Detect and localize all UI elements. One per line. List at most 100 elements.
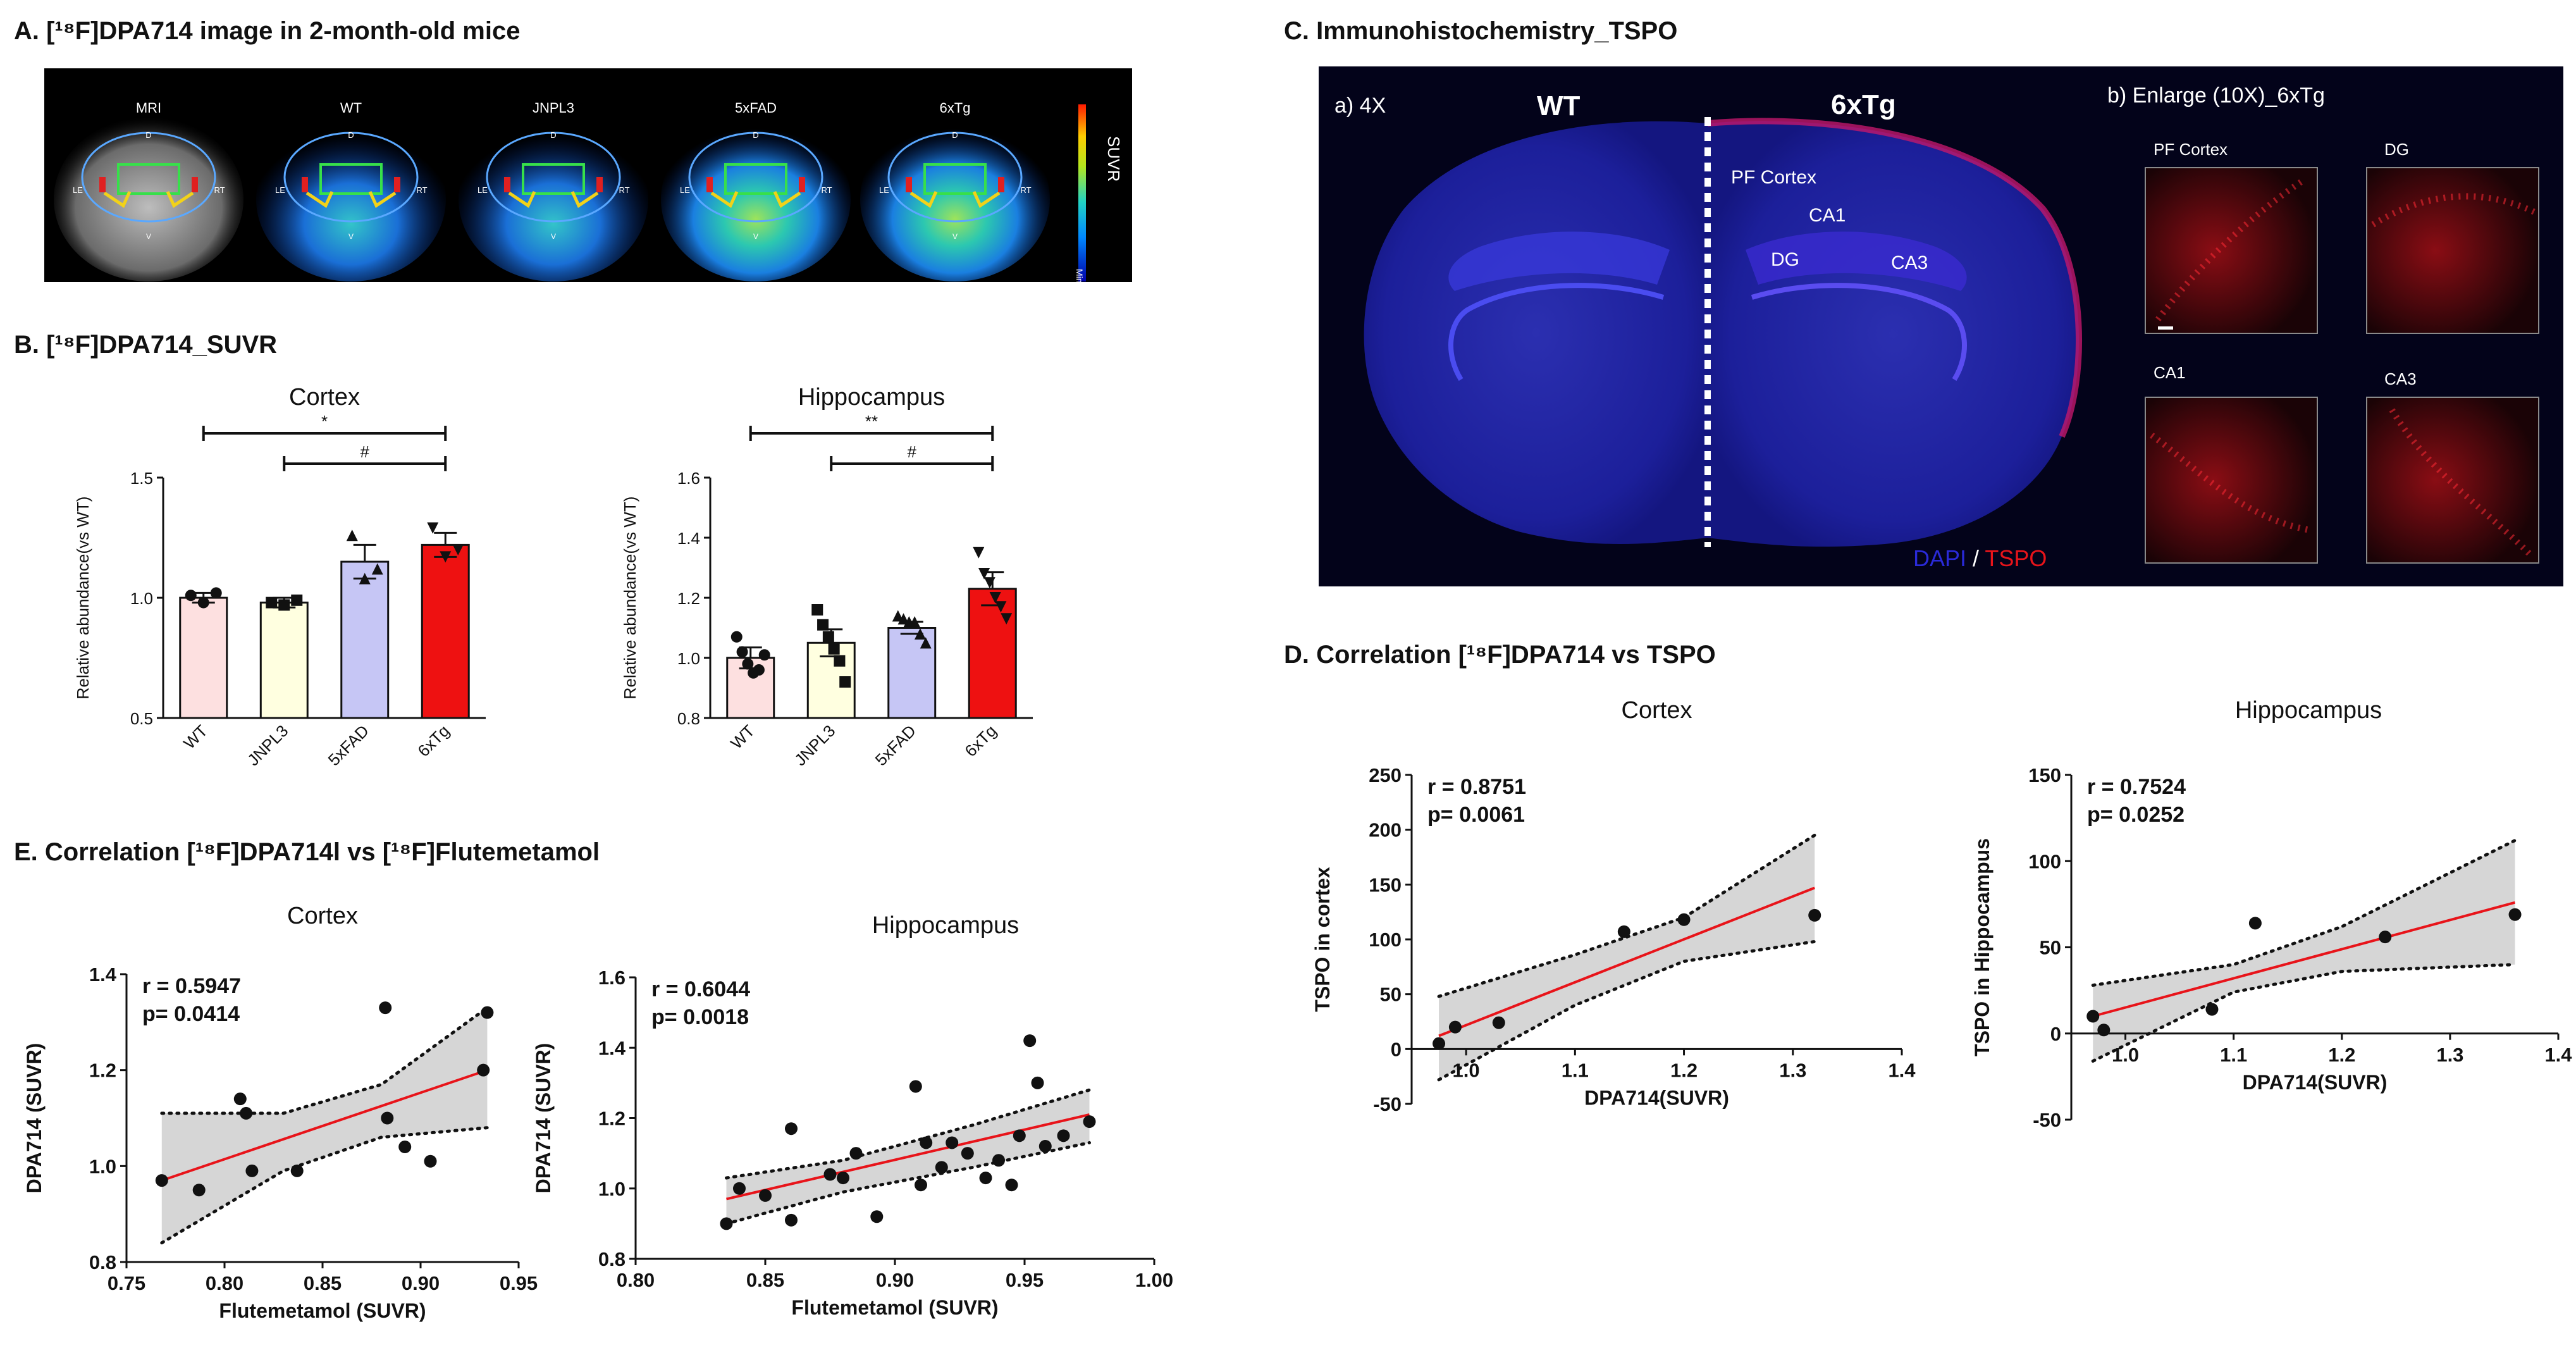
region-ca3: CA3 — [1891, 252, 1928, 273]
pet-roi-cortex-2 — [508, 190, 599, 208]
x-tick-label-3: 1.3 — [1779, 1059, 1806, 1081]
panel-c-title: C. Immunohistochemistry_TSPO — [1284, 17, 1677, 45]
ihc-wt-label: WT — [1537, 90, 1581, 121]
x-tick-label-4: 0.95 — [500, 1272, 538, 1294]
region-pf-cortex: PF Cortex — [1731, 167, 1816, 188]
chart-title: Hippocampus — [872, 912, 1019, 939]
data-point-2 — [1492, 1016, 1505, 1029]
point-6xTg-0 — [427, 522, 439, 534]
tg-hippocampus-arc — [1751, 283, 1967, 381]
y-tick-label-6: 250 — [1369, 764, 1402, 786]
point-WT-4 — [753, 664, 765, 676]
pet-hemi-right-2: RT — [619, 185, 629, 195]
pet-mark-top-3: D — [753, 130, 758, 140]
sig-label-0: * — [321, 412, 328, 431]
regression-line — [726, 1113, 1090, 1201]
y-tick-label-1: 0 — [2050, 1023, 2061, 1045]
pet-roi-hippocampus-3 — [724, 163, 787, 195]
x-tick-label-4: 1.4 — [2544, 1044, 2572, 1066]
bar-6xTg — [421, 543, 470, 719]
tile-label-3: CA3 — [2384, 369, 2417, 388]
tile-0 — [2145, 167, 2318, 334]
data-point-1 — [733, 1182, 746, 1195]
x-axis-label: DPA714(SUVR) — [1584, 1086, 1729, 1109]
data-point-2 — [2205, 1003, 2219, 1016]
x-tick-JNPL3: JNPL3 — [791, 721, 839, 769]
point-WT-0 — [185, 590, 197, 602]
data-point-7 — [849, 1147, 863, 1160]
point-5xFAD-1 — [359, 572, 371, 585]
pet-roi-cortex-0 — [103, 190, 194, 208]
tile-label-1: DG — [2384, 140, 2409, 159]
enlarged-tiles: PF Cortex DG CA1 CA3 — [2145, 140, 2539, 564]
tile-1 — [2366, 167, 2539, 334]
stain-dapi: DAPI — [1913, 545, 1966, 571]
point-WT-5 — [758, 649, 770, 661]
tile-2 — [2145, 397, 2318, 564]
regression-line — [1438, 886, 1815, 1037]
x-tick-WT: WT — [180, 721, 211, 753]
band-upper-line — [2091, 839, 2517, 987]
data-point-2 — [233, 1092, 247, 1106]
pet-roi-left-3 — [706, 177, 713, 192]
x-tick-label-2: 1.2 — [1670, 1059, 1698, 1081]
scatter-d-cortex: Cortex -50 0 50 100 150 200 250 1.0 1.1 1.2 1.3 1.4 D… — [1311, 697, 1916, 1115]
data-point-0 — [720, 1217, 733, 1230]
chart-title: Hippocampus — [798, 384, 945, 411]
x-tick-label-0: 1.0 — [1453, 1059, 1480, 1081]
data-point-4 — [1677, 913, 1691, 926]
sig-label-1: # — [908, 442, 917, 461]
pet-roi-cortex-3 — [710, 190, 801, 208]
pet-outline-0 — [81, 132, 216, 223]
pet-roi-right-3 — [799, 177, 805, 192]
pet-roi-hippocampus-0 — [117, 163, 180, 195]
pet-hemi-right-0: RT — [214, 185, 225, 195]
point-WT-0 — [730, 631, 743, 643]
y-axis-label: TSPO in Hippocampus — [1971, 838, 1994, 1056]
pet-outline-1 — [283, 132, 419, 223]
bar-JNPL3 — [259, 602, 309, 719]
wt-hippocampus-arc — [1448, 283, 1665, 381]
x-tick-5xFAD: 5xFAD — [872, 721, 920, 769]
pet-mark-top-1: D — [348, 130, 354, 140]
pet-hemi-right-4: RT — [1020, 185, 1031, 195]
pet-roi-right-2 — [596, 177, 603, 192]
x-tick-6xTg: 6xTg — [961, 721, 1000, 760]
band-upper-line — [1437, 833, 1816, 998]
data-point-10 — [477, 1063, 490, 1077]
tile-label-2: CA1 — [2154, 363, 2186, 382]
pet-roi-left-2 — [504, 177, 510, 192]
y-tick-label-2: 1.2 — [598, 1108, 626, 1130]
point-6xTg-4 — [995, 601, 1007, 613]
r-value: r = 0.7524 — [2087, 775, 2186, 799]
y-tick-label-0: 0.8 — [677, 709, 700, 728]
region-ca1: CA1 — [1809, 205, 1846, 226]
x-tick-label-3: 1.3 — [2436, 1044, 2463, 1066]
bar-chart-cortex: Cortex 0.5 1.0 1.5 Relative abundance(vs WT)… — [73, 384, 486, 769]
chart-title: Hippocampus — [2235, 697, 2382, 724]
pet-scan-2 — [459, 117, 648, 282]
y-tick-label-1: 1.0 — [130, 589, 153, 608]
x-tick-label-3: 0.95 — [1006, 1269, 1044, 1291]
pet-scan-4 — [860, 117, 1050, 282]
scatter-d-hippocampus: Hippocampus -50 0 50 100 150 1.0 1.1 1.2 1.3 1.4 DP… — [1971, 697, 2572, 1131]
bar-WT — [179, 597, 228, 719]
data-point-21 — [1038, 1140, 1052, 1153]
data-point-2 — [759, 1189, 772, 1202]
pet-label-4: 6xTg — [940, 100, 971, 116]
band-lower-line — [160, 1126, 489, 1245]
point-JNPL3-3 — [828, 643, 840, 655]
ihc-sub-b: b) Enlarge (10X)_6xTg — [2107, 84, 2325, 108]
x-tick-label-4: 1.4 — [1888, 1059, 1916, 1081]
tg-hemisphere — [1708, 121, 2080, 547]
y-tick-label-4: 1.6 — [677, 469, 700, 488]
pet-roi-hippocampus-1 — [319, 163, 383, 195]
data-point-12 — [935, 1161, 948, 1174]
regression-line — [161, 1068, 488, 1182]
data-point-15 — [979, 1172, 992, 1185]
data-point-0 — [155, 1174, 168, 1187]
y-axis-label: DPA714 (SUVR) — [532, 1043, 555, 1194]
point-JNPL3-4 — [834, 655, 846, 667]
band-upper-line — [725, 1088, 1091, 1180]
